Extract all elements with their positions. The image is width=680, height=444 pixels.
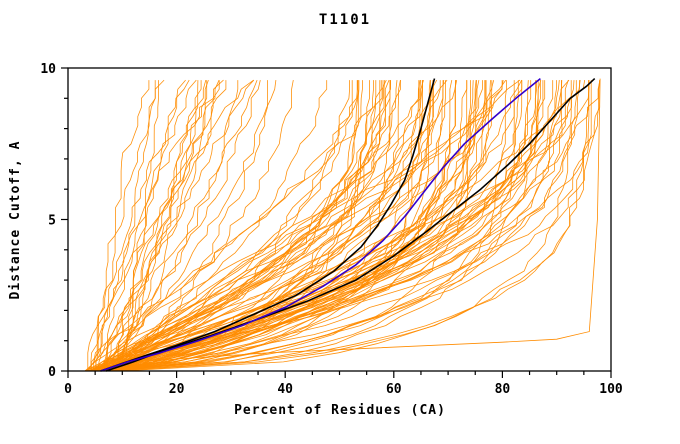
curves-layer <box>84 77 601 372</box>
ensemble-curve <box>109 80 575 372</box>
ensemble-curve <box>121 80 557 372</box>
x-axis-label: Percent of Residues (CA) <box>234 403 446 418</box>
ensemble-curve <box>111 79 207 371</box>
ensemble-curve <box>104 80 353 372</box>
x-tick-label: 40 <box>277 382 293 397</box>
x-tick-label: 0 <box>64 382 72 397</box>
ensemble-curve <box>116 80 401 372</box>
x-tick-label: 20 <box>169 382 185 397</box>
ensemble-curve <box>95 79 165 371</box>
ensemble-curve <box>108 80 277 372</box>
ensemble-curve <box>86 79 255 372</box>
ensemble-curve <box>106 80 532 372</box>
ensemble-curve <box>117 79 186 371</box>
axes-layer: 0 20 40 60 80 100 0 5 10 <box>40 62 623 397</box>
ensemble-curve <box>84 80 503 372</box>
ensemble-curve <box>116 80 590 372</box>
model-black-wide <box>105 78 596 372</box>
ensemble-curve <box>100 80 381 372</box>
ensemble-curve <box>111 80 457 372</box>
ensemble-curve <box>119 80 227 372</box>
ensemble-curve <box>119 80 581 372</box>
ensemble-curve <box>105 80 434 372</box>
ensemble-curve <box>98 80 431 372</box>
ensemble-curve <box>104 80 358 372</box>
y-axis-label: Distance Cutoff, A <box>8 141 23 300</box>
ensemble-curve <box>104 80 421 372</box>
ensemble-curve <box>103 80 444 372</box>
ensemble-curve <box>99 80 477 372</box>
ensemble-curve <box>107 80 374 372</box>
ensemble-curve <box>104 80 220 371</box>
ensemble-curve <box>120 80 385 372</box>
model-black-steep <box>100 78 436 372</box>
ensemble-curve <box>119 79 390 372</box>
ensemble-curve <box>97 79 542 372</box>
ensemble-curve <box>88 80 363 372</box>
ensemble-curve <box>102 80 577 372</box>
ensemble-curve <box>116 80 268 372</box>
model-blue-best <box>100 77 541 372</box>
ensemble-curve <box>103 80 261 372</box>
y-tick-label: 0 <box>48 365 56 380</box>
ensemble-curve <box>112 79 448 372</box>
ensemble-curve <box>97 80 471 372</box>
chart-title: T1101 <box>319 12 371 28</box>
ensemble-curve <box>97 79 507 372</box>
ensemble-curve <box>123 80 398 372</box>
ensemble-curve <box>98 80 477 372</box>
y-tick-label: 5 <box>48 214 56 229</box>
ensemble-curve <box>121 80 159 372</box>
x-tick-label: 80 <box>495 382 511 397</box>
ensemble-curve <box>93 80 150 371</box>
ensemble-curve <box>84 80 401 372</box>
ensemble-curve <box>102 80 202 372</box>
ensemble-curve <box>103 80 560 372</box>
ensemble-curve <box>91 80 523 372</box>
ensemble-curve <box>104 80 537 372</box>
ensemble-curve <box>106 80 474 372</box>
ensemble-curve <box>112 80 391 372</box>
ensemble-curve <box>98 79 569 372</box>
y-tick-label: 10 <box>40 62 56 77</box>
outlier-curve <box>95 78 601 372</box>
ensemble-curve <box>110 80 563 372</box>
x-tick-label: 100 <box>599 382 623 397</box>
ensemble-curve <box>107 80 589 372</box>
ensemble-curve <box>90 80 601 372</box>
x-tick-label: 60 <box>386 382 402 397</box>
ensemble-curve <box>99 80 468 372</box>
ensemble-curve <box>119 80 458 372</box>
ensemble-curve <box>121 79 209 372</box>
ensemble-curve <box>97 80 358 372</box>
ensemble-curve <box>110 79 258 372</box>
ensemble-curve <box>87 79 190 371</box>
ensemble-curve <box>117 80 391 372</box>
ensemble-curve <box>89 80 507 372</box>
ensemble-curve <box>96 80 523 372</box>
ensemble-curve <box>120 80 350 372</box>
ensemble-curve <box>95 79 224 372</box>
ensemble-curve <box>104 80 377 372</box>
